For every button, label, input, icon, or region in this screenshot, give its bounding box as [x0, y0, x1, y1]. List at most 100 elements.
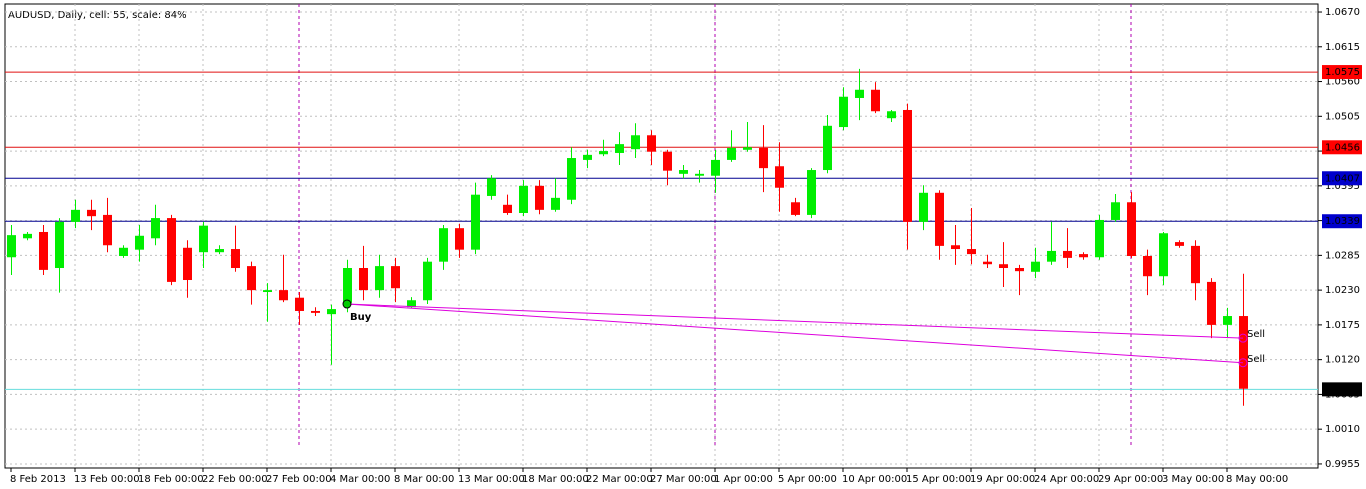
candle-body [695, 173, 704, 176]
candle-body [87, 209, 96, 217]
candle-body [967, 249, 976, 255]
x-tick-label: 8 May 00:00 [1226, 474, 1288, 485]
candle-body [679, 170, 688, 174]
candle-body [119, 247, 128, 256]
candle-body [391, 266, 400, 289]
x-tick-label: 8 Feb 2013 [10, 474, 66, 485]
x-tick-label: 15 Apr 00:00 [906, 474, 971, 485]
candle-body [311, 310, 320, 313]
x-tick-label: 24 Apr 00:00 [1034, 474, 1099, 485]
y-tick-label: 0.9955 [1325, 459, 1360, 470]
candle-body [455, 228, 464, 250]
candle-body [551, 197, 560, 210]
candle-body [1223, 316, 1232, 325]
candle-body [1079, 254, 1088, 258]
y-tick-label: 1.0120 [1325, 355, 1360, 366]
candle-body [215, 249, 224, 253]
candle-body [23, 233, 32, 239]
y-tick-label: 1.0285 [1325, 250, 1360, 261]
x-tick-label: 27 Feb 00:00 [266, 474, 332, 485]
y-tick-label: 1.0615 [1325, 42, 1360, 53]
candle-body [567, 158, 576, 200]
candle-body [663, 151, 672, 171]
level-label-box [1322, 214, 1362, 229]
candle-body [951, 245, 960, 250]
candle-body [423, 261, 432, 301]
x-tick-label: 22 Mar 00:00 [586, 474, 653, 485]
x-tick-label: 27 Mar 00:00 [650, 474, 717, 485]
x-tick-label: 4 Mar 00:00 [330, 474, 390, 485]
candle-body [103, 214, 112, 246]
candle-body [183, 247, 192, 281]
candle-body [1015, 268, 1024, 272]
candle-body [519, 185, 528, 214]
level-label-box [1322, 140, 1362, 155]
y-tick-label: 1.0395 [1325, 181, 1360, 192]
candle-body [1207, 281, 1216, 325]
candle-body [1159, 233, 1168, 277]
y-tick-label: 1.0010 [1325, 424, 1360, 435]
candle-body [983, 261, 992, 265]
candle-body [919, 192, 928, 222]
candle-body [535, 185, 544, 210]
candle-body [583, 154, 592, 160]
trade-marker [1238, 333, 1248, 343]
candle-body [615, 144, 624, 153]
candle-body [231, 249, 240, 269]
candle-body [631, 135, 640, 150]
x-tick-label: 19 Apr 00:00 [970, 474, 1035, 485]
trendline [346, 303, 1244, 339]
candle-body [871, 89, 880, 112]
trade-label: Sell [1247, 354, 1265, 365]
x-tick-label: 3 May 00:00 [1162, 474, 1224, 485]
candle-body [359, 268, 368, 291]
x-tick-label: 13 Mar 00:00 [458, 474, 525, 485]
x-tick-label: 29 Apr 00:00 [1098, 474, 1163, 485]
candle-body [807, 170, 816, 215]
trade-marker [1238, 358, 1248, 368]
candle-body [647, 135, 656, 152]
candle-body [775, 166, 784, 188]
candle-body [743, 147, 752, 150]
candle-body [823, 125, 832, 171]
y-tick-label: 1.0670 [1325, 7, 1360, 18]
candle-body [1111, 202, 1120, 220]
y-tick-label: 1.0560 [1325, 77, 1360, 88]
candle-body [855, 89, 864, 98]
candle-body [247, 266, 256, 291]
candle-body [407, 300, 416, 308]
trade-label: Buy [350, 312, 372, 323]
plot-frame [4, 3, 1319, 469]
x-tick-label: 10 Apr 00:00 [842, 474, 907, 485]
candle-body [375, 266, 384, 291]
x-tick-label: 8 Mar 00:00 [394, 474, 454, 485]
candle-body [887, 111, 896, 119]
trade-marker [342, 299, 352, 309]
x-tick-label: 18 Mar 00:00 [522, 474, 589, 485]
level-label: 1.0575 [1325, 67, 1360, 78]
candle-body [7, 235, 16, 258]
candle-body [935, 192, 944, 246]
x-tick-label: 1 Apr 00:00 [714, 474, 773, 485]
candle-body [711, 159, 720, 176]
candle-body [503, 204, 512, 214]
candle-body [327, 309, 336, 315]
x-tick-label: 13 Feb 00:00 [74, 474, 140, 485]
candle-body [599, 151, 608, 155]
level-label-box [1322, 65, 1362, 80]
candle-body [727, 147, 736, 160]
candle-body [1191, 245, 1200, 284]
candle-body [151, 218, 160, 239]
chart-title: AUDUSD, Daily, cell: 55, scale: 84% [8, 10, 187, 21]
candle-body [1127, 202, 1136, 256]
level-label-box [1322, 171, 1362, 186]
x-tick-label: 5 Apr 00:00 [778, 474, 837, 485]
candle-body [903, 109, 912, 222]
level-label-box [1322, 382, 1362, 397]
candle-body [135, 235, 144, 250]
trendline [346, 303, 1244, 364]
candle-body [55, 221, 64, 269]
candle-body [839, 96, 848, 128]
